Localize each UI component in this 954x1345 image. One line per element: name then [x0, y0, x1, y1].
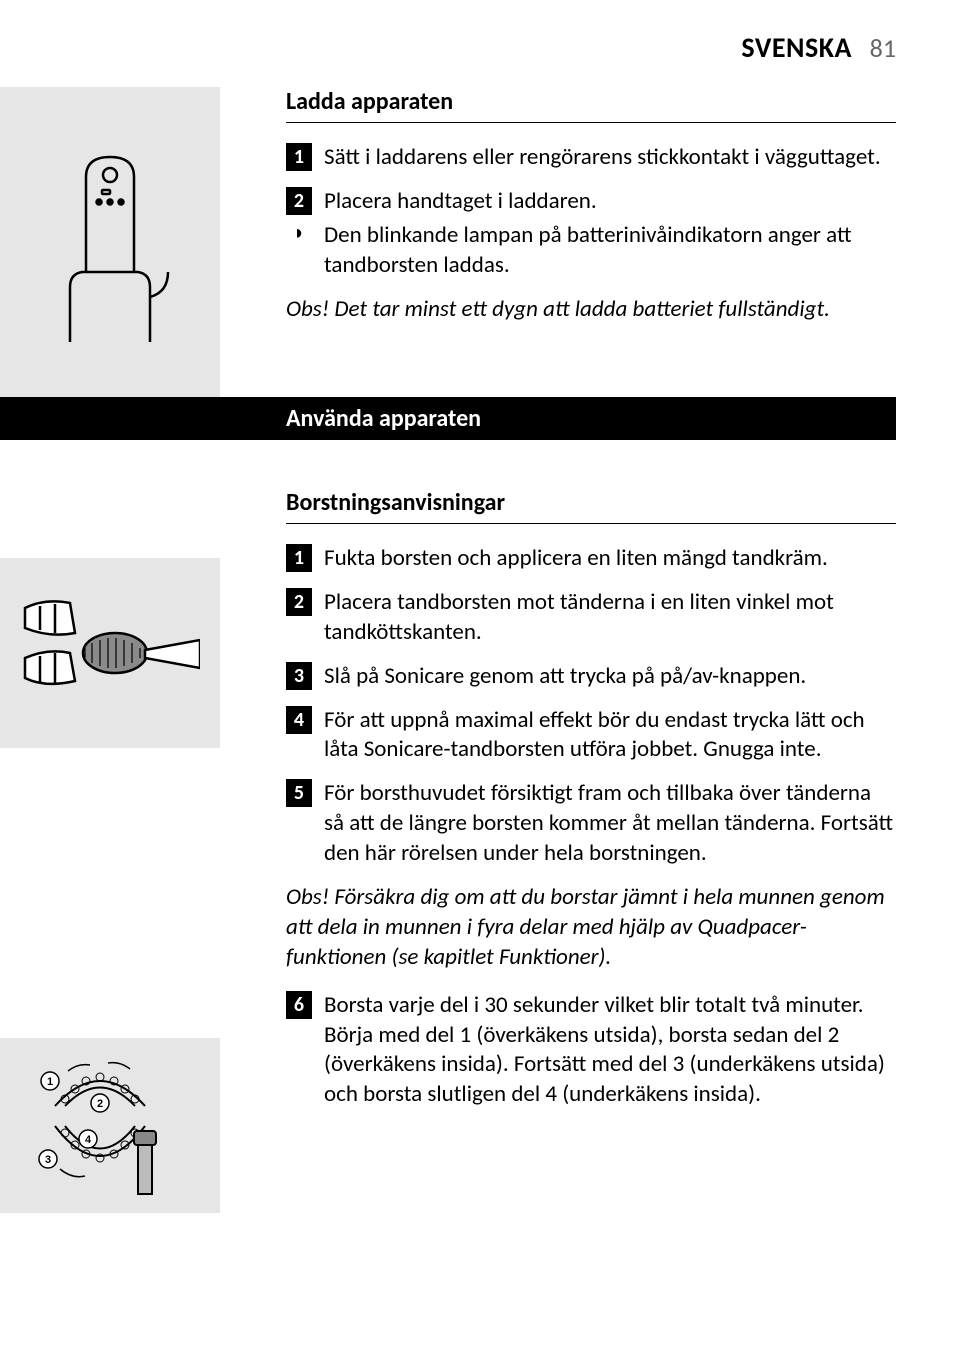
brush-teeth-icon	[20, 578, 200, 728]
left-column	[0, 87, 286, 397]
step-b4: 4 För att uppnå maximal effekt bör du en…	[286, 706, 896, 766]
bar-spacer	[0, 397, 286, 440]
svg-text:4: 4	[85, 1134, 92, 1146]
step-number: 2	[286, 588, 312, 616]
note-charging: Obs! Det tar minst ett dygn att ladda ba…	[286, 295, 896, 325]
heading-brushing: Borstningsanvisningar	[286, 488, 896, 524]
step-number: 2	[286, 187, 312, 215]
svg-text:1: 1	[47, 1076, 53, 1088]
mouth-quadrants-icon: 1 2 3 4	[30, 1051, 190, 1201]
bar-title: Använda apparaten	[286, 397, 896, 440]
charger-icon	[40, 142, 180, 342]
bullet-text: Den blinkande lampan på batterinivåindik…	[324, 221, 896, 281]
illustration-charger	[0, 87, 220, 397]
step-1: 1 Sätt i laddarens eller rengörarens sti…	[286, 143, 896, 173]
section-bar-using: Använda apparaten	[0, 397, 896, 440]
manual-page: SVENSKA 81	[0, 0, 954, 1253]
step-b3: 3 Slå på Sonicare genom att trycka på på…	[286, 662, 896, 692]
note-quadpacer: Obs! Försäkra dig om att du borstar jämn…	[286, 883, 896, 973]
page-number: 81	[870, 32, 896, 64]
heading-charging: Ladda apparaten	[286, 87, 896, 123]
svg-text:2: 2	[97, 1098, 103, 1110]
step-text: Borsta varje del i 30 sekunder vilket bl…	[324, 991, 896, 1111]
step-text: Slå på Sonicare genom att trycka på på/a…	[324, 662, 806, 692]
arrow-icon: ◗	[286, 221, 312, 281]
step-text: Sätt i laddarens eller rengörarens stick…	[324, 143, 881, 173]
language-label: SVENSKA	[741, 30, 852, 65]
step-number: 6	[286, 991, 312, 1019]
illustration-quadrants: 1 2 3 4	[0, 1038, 220, 1213]
step-text: Fukta borsten och applicera en liten män…	[324, 544, 828, 574]
svg-text:3: 3	[45, 1154, 51, 1166]
sub-bullet: ◗ Den blinkande lampan på batterinivåind…	[286, 221, 896, 281]
step-text: För att uppnå maximal effekt bör du enda…	[324, 706, 896, 766]
section-brushing: 1 2 3 4 Borstningsanvisningar 1	[0, 488, 896, 1213]
right-column: Ladda apparaten 1 Sätt i laddarens eller…	[286, 87, 896, 342]
right-column-2: Borstningsanvisningar 1 Fukta borsten oc…	[286, 488, 896, 1110]
step-text: Placera tandborsten mot tänderna i en li…	[324, 588, 896, 648]
step-b5: 5 För borsthuvudet försiktigt fram och t…	[286, 779, 896, 869]
step-text: Placera handtaget i laddaren.	[324, 187, 597, 217]
step-b2: 2 Placera tandborsten mot tänderna i en …	[286, 588, 896, 648]
left-column-2: 1 2 3 4	[0, 488, 286, 1213]
step-b6: 6 Borsta varje del i 30 sekunder vilket …	[286, 991, 896, 1111]
step-number: 3	[286, 662, 312, 690]
step-2: 2 Placera handtaget i laddaren.	[286, 187, 896, 217]
step-number: 1	[286, 544, 312, 572]
illustration-brushing	[0, 558, 220, 748]
step-number: 1	[286, 143, 312, 171]
step-number: 5	[286, 779, 312, 807]
step-text: För borsthuvudet försiktigt fram och til…	[324, 779, 896, 869]
section-charging: Ladda apparaten 1 Sätt i laddarens eller…	[0, 87, 896, 397]
page-header: SVENSKA 81	[0, 30, 896, 65]
step-number: 4	[286, 706, 312, 734]
step-b1: 1 Fukta borsten och applicera en liten m…	[286, 544, 896, 574]
